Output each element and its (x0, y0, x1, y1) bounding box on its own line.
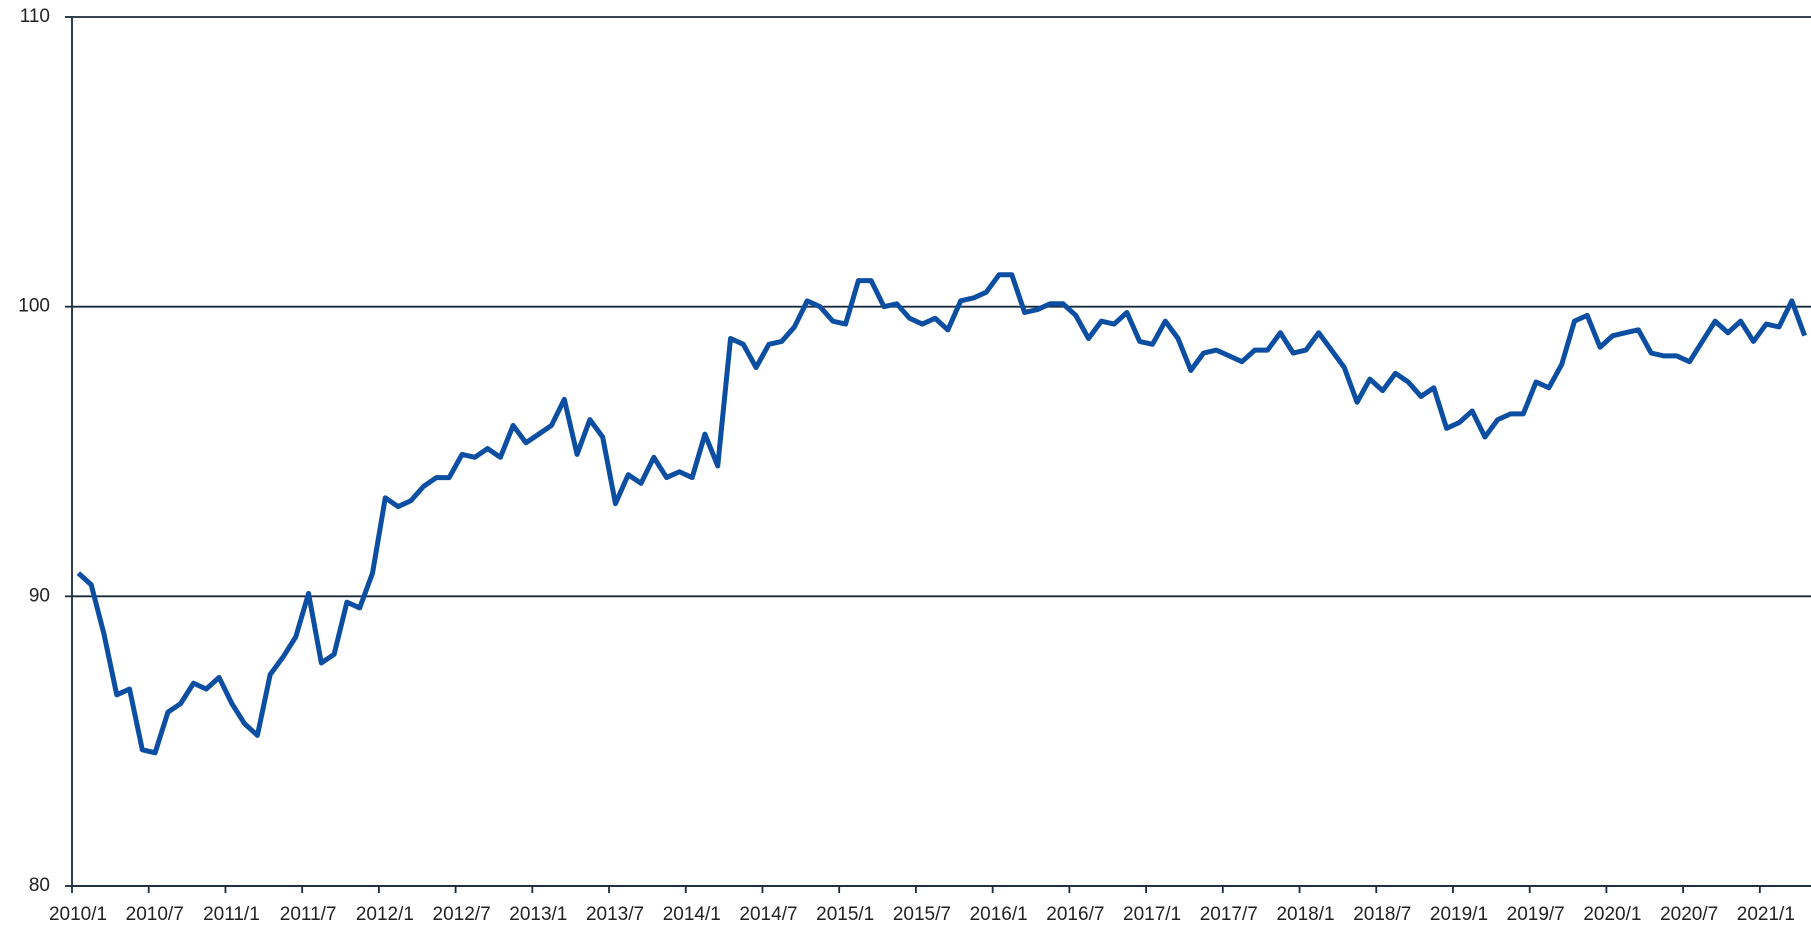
y-tick-label: 110 (20, 6, 50, 27)
x-tick-label: 2018/1 (1276, 904, 1334, 925)
x-tick-label: 2020/7 (1660, 904, 1718, 925)
y-tick-label: 80 (29, 875, 50, 896)
x-tick-label: 2015/1 (816, 904, 874, 925)
x-tick-label: 2017/7 (1200, 904, 1258, 925)
y-tick-label: 90 (29, 585, 50, 606)
y-tick-label: 100 (18, 296, 50, 317)
x-tick-label: 2021/1 (1737, 904, 1795, 925)
x-tick-label: 2011/1 (203, 904, 260, 925)
x-tick-label: 2011/7 (280, 904, 337, 925)
x-tick-label: 2013/7 (586, 904, 644, 925)
x-tick-label: 2016/1 (970, 904, 1028, 925)
x-tick-label: 2017/1 (1123, 904, 1181, 925)
x-tick-label: 2010/1 (49, 904, 107, 925)
x-tick-label: 2019/7 (1507, 904, 1565, 925)
x-tick-label: 2010/7 (126, 904, 184, 925)
x-tick-label: 2018/7 (1353, 904, 1411, 925)
data-line (76, 272, 1807, 756)
x-tick-label: 2014/1 (663, 904, 721, 925)
x-tick-label: 2012/7 (433, 904, 491, 925)
x-tick-label: 2020/1 (1583, 904, 1641, 925)
x-tick-label: 2015/7 (893, 904, 951, 925)
x-tick-label: 2016/7 (1046, 904, 1104, 925)
x-tick-label: 2014/7 (739, 904, 797, 925)
x-tick-label: 2013/1 (509, 904, 567, 925)
x-tick-label: 2012/1 (356, 904, 414, 925)
x-tick-label: 2019/1 (1430, 904, 1488, 925)
